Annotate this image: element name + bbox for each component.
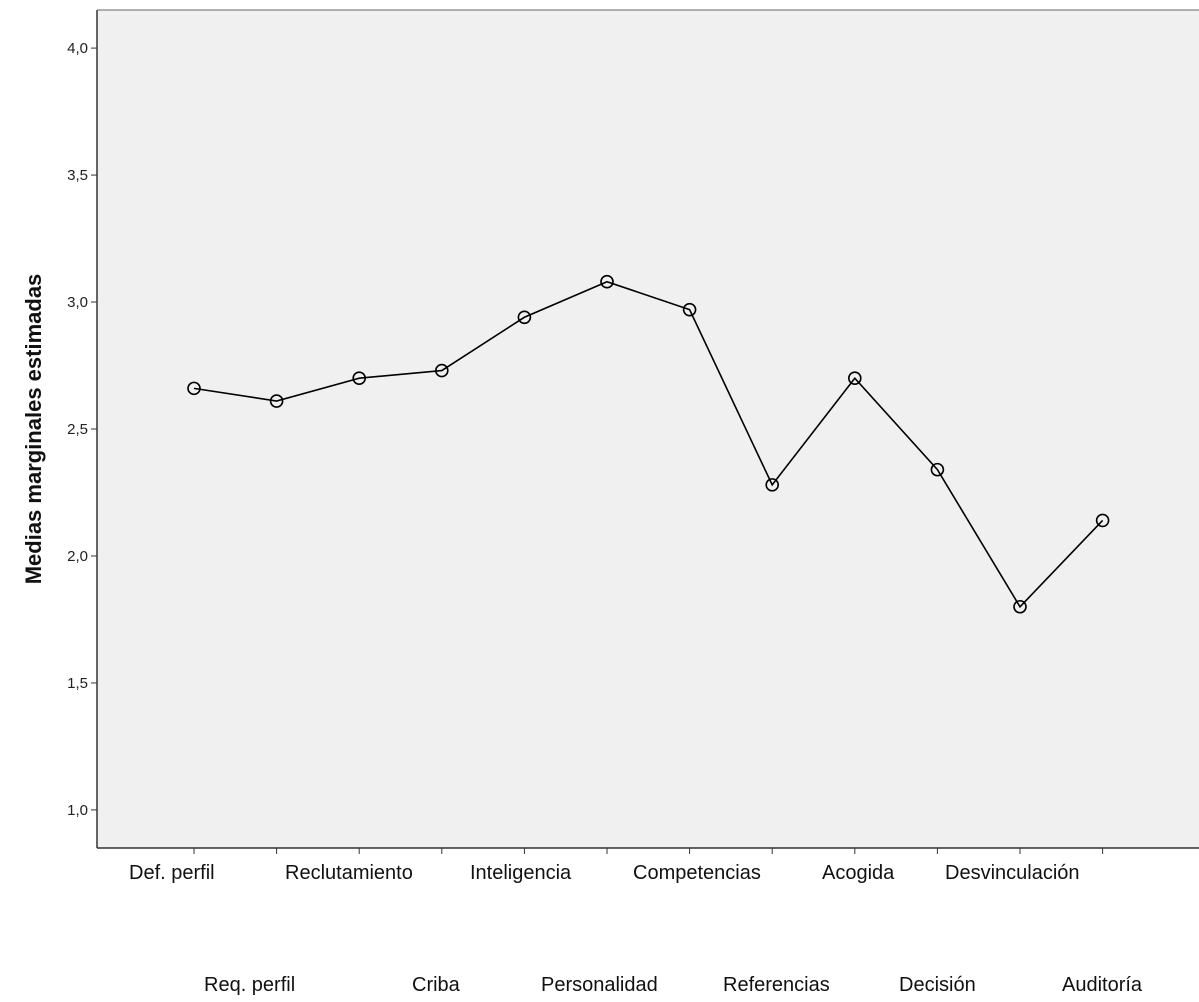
data-point bbox=[269, 394, 284, 408]
data-point bbox=[1095, 513, 1110, 528]
data-point bbox=[1013, 599, 1027, 614]
activity-name: Desvinculación bbox=[945, 862, 1080, 884]
data-point bbox=[187, 381, 201, 396]
activity-name: Personalidad bbox=[541, 974, 658, 996]
data-point bbox=[517, 310, 532, 325]
activity-name: Reclutamiento bbox=[285, 862, 413, 884]
line-chart: 1,01,52,02,53,03,54,0123456789101112Acti… bbox=[21, 9, 1199, 927]
data-point bbox=[847, 371, 862, 386]
activity-names: Def. perfil Reclutamiento Inteligencia C… bbox=[0, 860, 1199, 1002]
activity-name: Criba bbox=[412, 974, 460, 996]
y-tick-label: 3,5 bbox=[67, 167, 88, 184]
activity-name: Acogida bbox=[822, 862, 895, 884]
activity-name: Inteligencia bbox=[470, 862, 572, 884]
y-tick-label: 1,5 bbox=[67, 675, 88, 692]
y-tick-label: 4,0 bbox=[67, 40, 88, 57]
data-point bbox=[765, 478, 780, 492]
data-point bbox=[352, 371, 367, 386]
data-point bbox=[930, 462, 945, 477]
activity-name: Competencias bbox=[633, 862, 761, 884]
activity-name: Referencias bbox=[723, 974, 830, 996]
y-tick-label: 2,5 bbox=[67, 421, 88, 438]
activity-name: Def. perfil bbox=[129, 862, 215, 884]
activity-name: Auditoría bbox=[1062, 974, 1143, 996]
activity-name: Decisión bbox=[899, 974, 976, 996]
y-tick-label: 1,0 bbox=[67, 802, 88, 819]
data-point bbox=[600, 274, 614, 289]
plot-area bbox=[97, 10, 1199, 848]
y-tick-label: 2,0 bbox=[67, 548, 88, 565]
data-point bbox=[682, 302, 697, 317]
data-point bbox=[434, 363, 449, 378]
plot-layer: 1,01,52,02,53,03,54,0123456789101112Acti… bbox=[21, 9, 1199, 927]
series-line bbox=[193, 280, 1104, 609]
y-tick-label: 3,0 bbox=[67, 294, 88, 311]
y-axis-title: Medias marginales estimadas bbox=[21, 274, 46, 585]
activity-name: Req. perfil bbox=[204, 974, 296, 996]
